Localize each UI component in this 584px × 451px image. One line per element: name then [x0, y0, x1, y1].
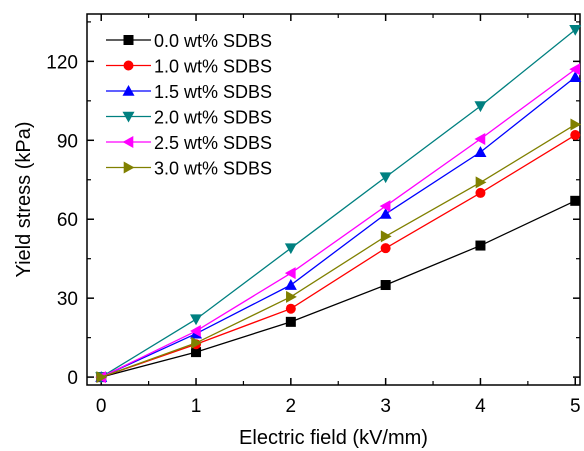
data-point [191, 347, 202, 358]
data-point [380, 243, 391, 254]
legend-label: 3.0 wt% SDBS [154, 159, 272, 179]
data-point [190, 314, 203, 326]
series-line [101, 134, 576, 378]
y-tick-label: 60 [57, 210, 78, 231]
legend-marker [123, 161, 135, 174]
legend-label: 0.0 wt% SDBS [154, 31, 272, 51]
y-tick-label: 30 [57, 289, 78, 310]
data-point [474, 132, 486, 145]
x-tick-label: 0 [96, 396, 107, 417]
series-4 [95, 63, 581, 384]
data-point [474, 101, 487, 113]
legend-item-1: 1.0 wt% SDBS [106, 57, 272, 77]
data-point [96, 371, 108, 384]
series-line [100, 29, 576, 378]
data-point [379, 200, 391, 213]
y-tick-label: 120 [46, 52, 78, 73]
data-point [570, 195, 581, 206]
data-point [284, 267, 296, 280]
legend-label: 1.0 wt% SDBS [154, 57, 272, 77]
data-point [285, 316, 296, 327]
series-layer [95, 24, 582, 384]
legend-item-5: 3.0 wt% SDBS [106, 159, 272, 179]
data-point [475, 240, 486, 251]
legend-marker [123, 60, 134, 71]
data-point [380, 280, 391, 291]
data-point [475, 176, 487, 189]
axes: 0 1 2 3 4 5 0 30 60 90 120 [46, 13, 581, 417]
data-point [569, 24, 582, 36]
series-line [100, 68, 576, 378]
legend-label: 2.5 wt% SDBS [154, 133, 272, 153]
data-point [569, 63, 581, 76]
legend-marker [122, 111, 135, 123]
y-axis-title: Yield stress (kPa) [13, 122, 35, 278]
data-point [284, 243, 297, 255]
data-point [285, 303, 296, 314]
data-point [191, 336, 203, 349]
legend: 0.0 wt% SDBS 1.0 wt% SDBS 1.5 wt% SDBS 2.0 … [106, 31, 272, 179]
series-3 [95, 24, 582, 384]
legend-item-3: 2.0 wt% SDBS [106, 108, 272, 128]
legend-marker [122, 85, 135, 96]
legend-marker [122, 136, 134, 148]
y-tick-label: 90 [57, 131, 78, 152]
legend-item-4: 2.5 wt% SDBS [106, 133, 272, 153]
data-point [380, 230, 392, 243]
legend-label: 1.5 wt% SDBS [154, 82, 272, 102]
data-point [570, 130, 581, 141]
x-tick-label: 4 [475, 396, 486, 417]
legend-item-0: 0.0 wt% SDBS [106, 31, 272, 51]
legend-marker [123, 35, 134, 45]
data-point [379, 207, 392, 219]
data-point [379, 172, 392, 184]
series-5 [96, 118, 582, 384]
data-point [284, 279, 297, 290]
data-point [190, 325, 201, 338]
series-line [100, 123, 576, 378]
series-line [101, 200, 576, 378]
data-point [475, 187, 486, 198]
data-point [474, 146, 487, 157]
legend-item-2: 1.5 wt% SDBS [106, 82, 272, 102]
series-line [100, 76, 576, 378]
x-tick-label: 5 [570, 396, 581, 417]
x-tick-label: 2 [286, 396, 297, 417]
data-point [569, 71, 582, 82]
y-tick-label: 0 [67, 368, 78, 389]
x-tick-label: 1 [191, 396, 202, 417]
legend-label: 2.0 wt% SDBS [154, 108, 272, 128]
x-axis-title: Electric field (kV/mm) [239, 427, 428, 449]
data-point [286, 290, 297, 303]
x-tick-label: 3 [380, 396, 391, 417]
data-point [570, 118, 582, 131]
